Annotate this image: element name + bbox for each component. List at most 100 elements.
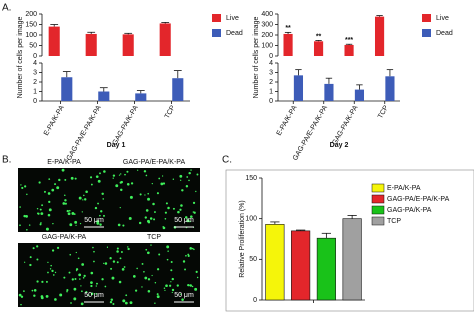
cell bbox=[101, 278, 104, 281]
cell bbox=[184, 268, 186, 271]
cell bbox=[102, 198, 104, 200]
cell bbox=[101, 192, 104, 196]
y-tick-label: 300 bbox=[261, 21, 273, 28]
micrograph bbox=[108, 168, 200, 232]
cell bbox=[118, 174, 121, 176]
cell bbox=[185, 185, 189, 188]
y-tick-label: 1 bbox=[269, 88, 273, 95]
bar bbox=[316, 237, 336, 301]
bar bbox=[293, 75, 304, 101]
y-tick-label: 150 bbox=[245, 175, 257, 182]
cell bbox=[193, 211, 196, 214]
cell bbox=[56, 246, 60, 249]
cell bbox=[109, 300, 113, 304]
cell bbox=[169, 284, 172, 287]
y-tick-label: 0 bbox=[269, 98, 273, 105]
significance: *** bbox=[345, 37, 353, 44]
cell bbox=[151, 274, 153, 277]
cell bbox=[179, 293, 182, 295]
cell bbox=[32, 247, 35, 250]
cell bbox=[190, 169, 192, 171]
cell bbox=[116, 250, 119, 253]
cell bbox=[80, 285, 82, 287]
cell bbox=[74, 220, 78, 224]
cell bbox=[162, 226, 166, 230]
cell bbox=[41, 280, 44, 283]
cell bbox=[124, 301, 128, 305]
cell bbox=[145, 174, 148, 177]
y-tick-label: 1 bbox=[33, 88, 37, 95]
cell bbox=[116, 247, 119, 250]
cell bbox=[23, 214, 26, 218]
cell bbox=[78, 273, 82, 277]
y-axis-title: Number of cells per image bbox=[17, 17, 24, 99]
cell bbox=[39, 208, 42, 211]
cell bbox=[147, 197, 151, 201]
cell bbox=[127, 247, 130, 251]
cell bbox=[164, 211, 167, 214]
cell bbox=[38, 181, 41, 184]
cell bbox=[28, 224, 31, 226]
x-axis-title: Day 2 bbox=[330, 142, 349, 149]
cell bbox=[19, 224, 21, 227]
cell bbox=[112, 302, 115, 306]
bar bbox=[324, 83, 334, 101]
bar bbox=[374, 16, 385, 56]
cell bbox=[64, 199, 67, 202]
bar bbox=[344, 44, 354, 56]
cell bbox=[137, 169, 139, 171]
cell bbox=[193, 248, 195, 251]
cell bbox=[144, 276, 148, 280]
cell bbox=[112, 177, 114, 179]
cell bbox=[177, 210, 180, 214]
cell bbox=[51, 188, 55, 192]
cell bbox=[184, 216, 188, 219]
cell bbox=[112, 174, 116, 177]
cell bbox=[70, 302, 72, 304]
cell bbox=[103, 170, 106, 173]
cell bbox=[132, 275, 136, 278]
cell bbox=[48, 200, 51, 204]
cell bbox=[43, 190, 46, 193]
cell bbox=[170, 269, 173, 272]
cell bbox=[39, 223, 42, 226]
legend-label: GAG-PA/E-PA/K-PA bbox=[387, 196, 450, 203]
cell bbox=[78, 196, 82, 200]
panel-label: A. bbox=[2, 3, 11, 14]
cell bbox=[47, 192, 51, 195]
cell bbox=[90, 284, 93, 288]
cell bbox=[40, 222, 42, 224]
bar bbox=[122, 34, 134, 56]
cell bbox=[189, 220, 191, 223]
cell bbox=[158, 177, 161, 180]
cell bbox=[123, 266, 126, 268]
scale-label: 50 μm bbox=[84, 217, 104, 224]
cell bbox=[127, 246, 129, 248]
cell bbox=[100, 210, 103, 213]
bar bbox=[354, 89, 365, 101]
cell bbox=[99, 223, 102, 226]
cell bbox=[119, 181, 122, 184]
cell bbox=[146, 251, 150, 255]
cell bbox=[153, 218, 156, 221]
bar bbox=[265, 224, 285, 301]
cell bbox=[45, 294, 49, 298]
cell bbox=[166, 245, 170, 249]
cell bbox=[24, 261, 26, 263]
cell bbox=[172, 178, 175, 180]
cell bbox=[109, 257, 112, 260]
legend-label: GAG-PA/K-PA bbox=[387, 207, 432, 214]
cell bbox=[58, 178, 61, 182]
cell bbox=[96, 282, 98, 285]
cell bbox=[187, 254, 190, 257]
cell bbox=[82, 276, 85, 279]
cell bbox=[125, 294, 128, 297]
y-tick-label: 3 bbox=[269, 69, 273, 76]
cell bbox=[185, 254, 187, 257]
cell bbox=[99, 214, 101, 217]
cell bbox=[194, 287, 198, 291]
bar bbox=[385, 76, 395, 101]
cell bbox=[191, 247, 194, 250]
cell bbox=[25, 215, 28, 218]
